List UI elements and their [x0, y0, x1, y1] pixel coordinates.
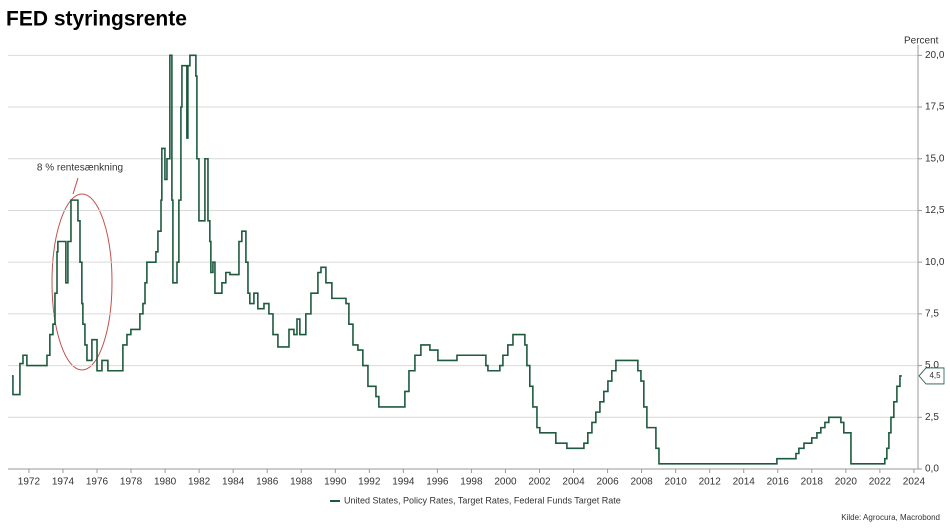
x-tick-label: 2014: [733, 477, 756, 488]
chart-title: FED styringsrente: [6, 8, 187, 31]
source: Kilde: Agrocura, Macrobond: [841, 513, 940, 522]
x-tick-label: 1996: [426, 477, 449, 488]
y-tick-label: 15,0: [925, 153, 945, 164]
x-tick-label: 1992: [358, 477, 381, 488]
annotation-pointer: [72, 177, 79, 195]
end-label-box: [918, 367, 945, 385]
y-tick-label: 5,0: [925, 360, 939, 371]
y-axis-label: Percent: [904, 36, 939, 47]
y-tick-label: 2,5: [925, 412, 939, 423]
x-tick-label: 2006: [596, 477, 619, 488]
x-tick-label: 2002: [528, 477, 551, 488]
y-tick-label: 7,5: [925, 309, 939, 320]
x-tick-label: 1974: [52, 477, 75, 488]
x-tick-label: 1990: [324, 477, 347, 488]
y-tick-label: 10,0: [925, 257, 945, 268]
line-series: [11, 54, 902, 465]
x-tick-label: 1972: [18, 477, 41, 488]
x-tick-label: 1998: [460, 477, 483, 488]
x-tick-label: 2004: [562, 477, 585, 488]
x-tick-label: 2022: [869, 477, 892, 488]
x-tick-label: 2008: [630, 477, 653, 488]
x-tick-label: 1994: [392, 477, 415, 488]
x-tick-label: 1988: [290, 477, 313, 488]
y-tick-label: 12,5: [925, 205, 945, 216]
y-tick-label: 17,5: [925, 102, 945, 113]
x-tick-label: 1980: [154, 477, 177, 488]
y-tick-label: 20,0: [925, 50, 945, 61]
x-tick-label: 2016: [767, 477, 790, 488]
x-tick-label: 2020: [835, 477, 858, 488]
x-tick-label: 1982: [188, 477, 211, 488]
end-label: 4,5: [929, 371, 941, 380]
annotation-ellipse: [51, 193, 113, 371]
x-tick-label: 1976: [86, 477, 109, 488]
x-tick-label: 2000: [494, 477, 517, 488]
legend-label: United States, Policy Rates, Target Rate…: [344, 495, 621, 505]
y-tick-label: 0,0: [925, 464, 939, 475]
x-tick-label: 2012: [699, 477, 722, 488]
x-tick-label: 2018: [801, 477, 824, 488]
x-tick-label: 1986: [256, 477, 279, 488]
x-tick-label: 1978: [120, 477, 143, 488]
x-tick-label: 2010: [665, 477, 688, 488]
x-tick-label: 1984: [222, 477, 245, 488]
x-tick-label: 2024: [903, 477, 926, 488]
annotation: 8 % rentesænkning: [37, 163, 123, 174]
